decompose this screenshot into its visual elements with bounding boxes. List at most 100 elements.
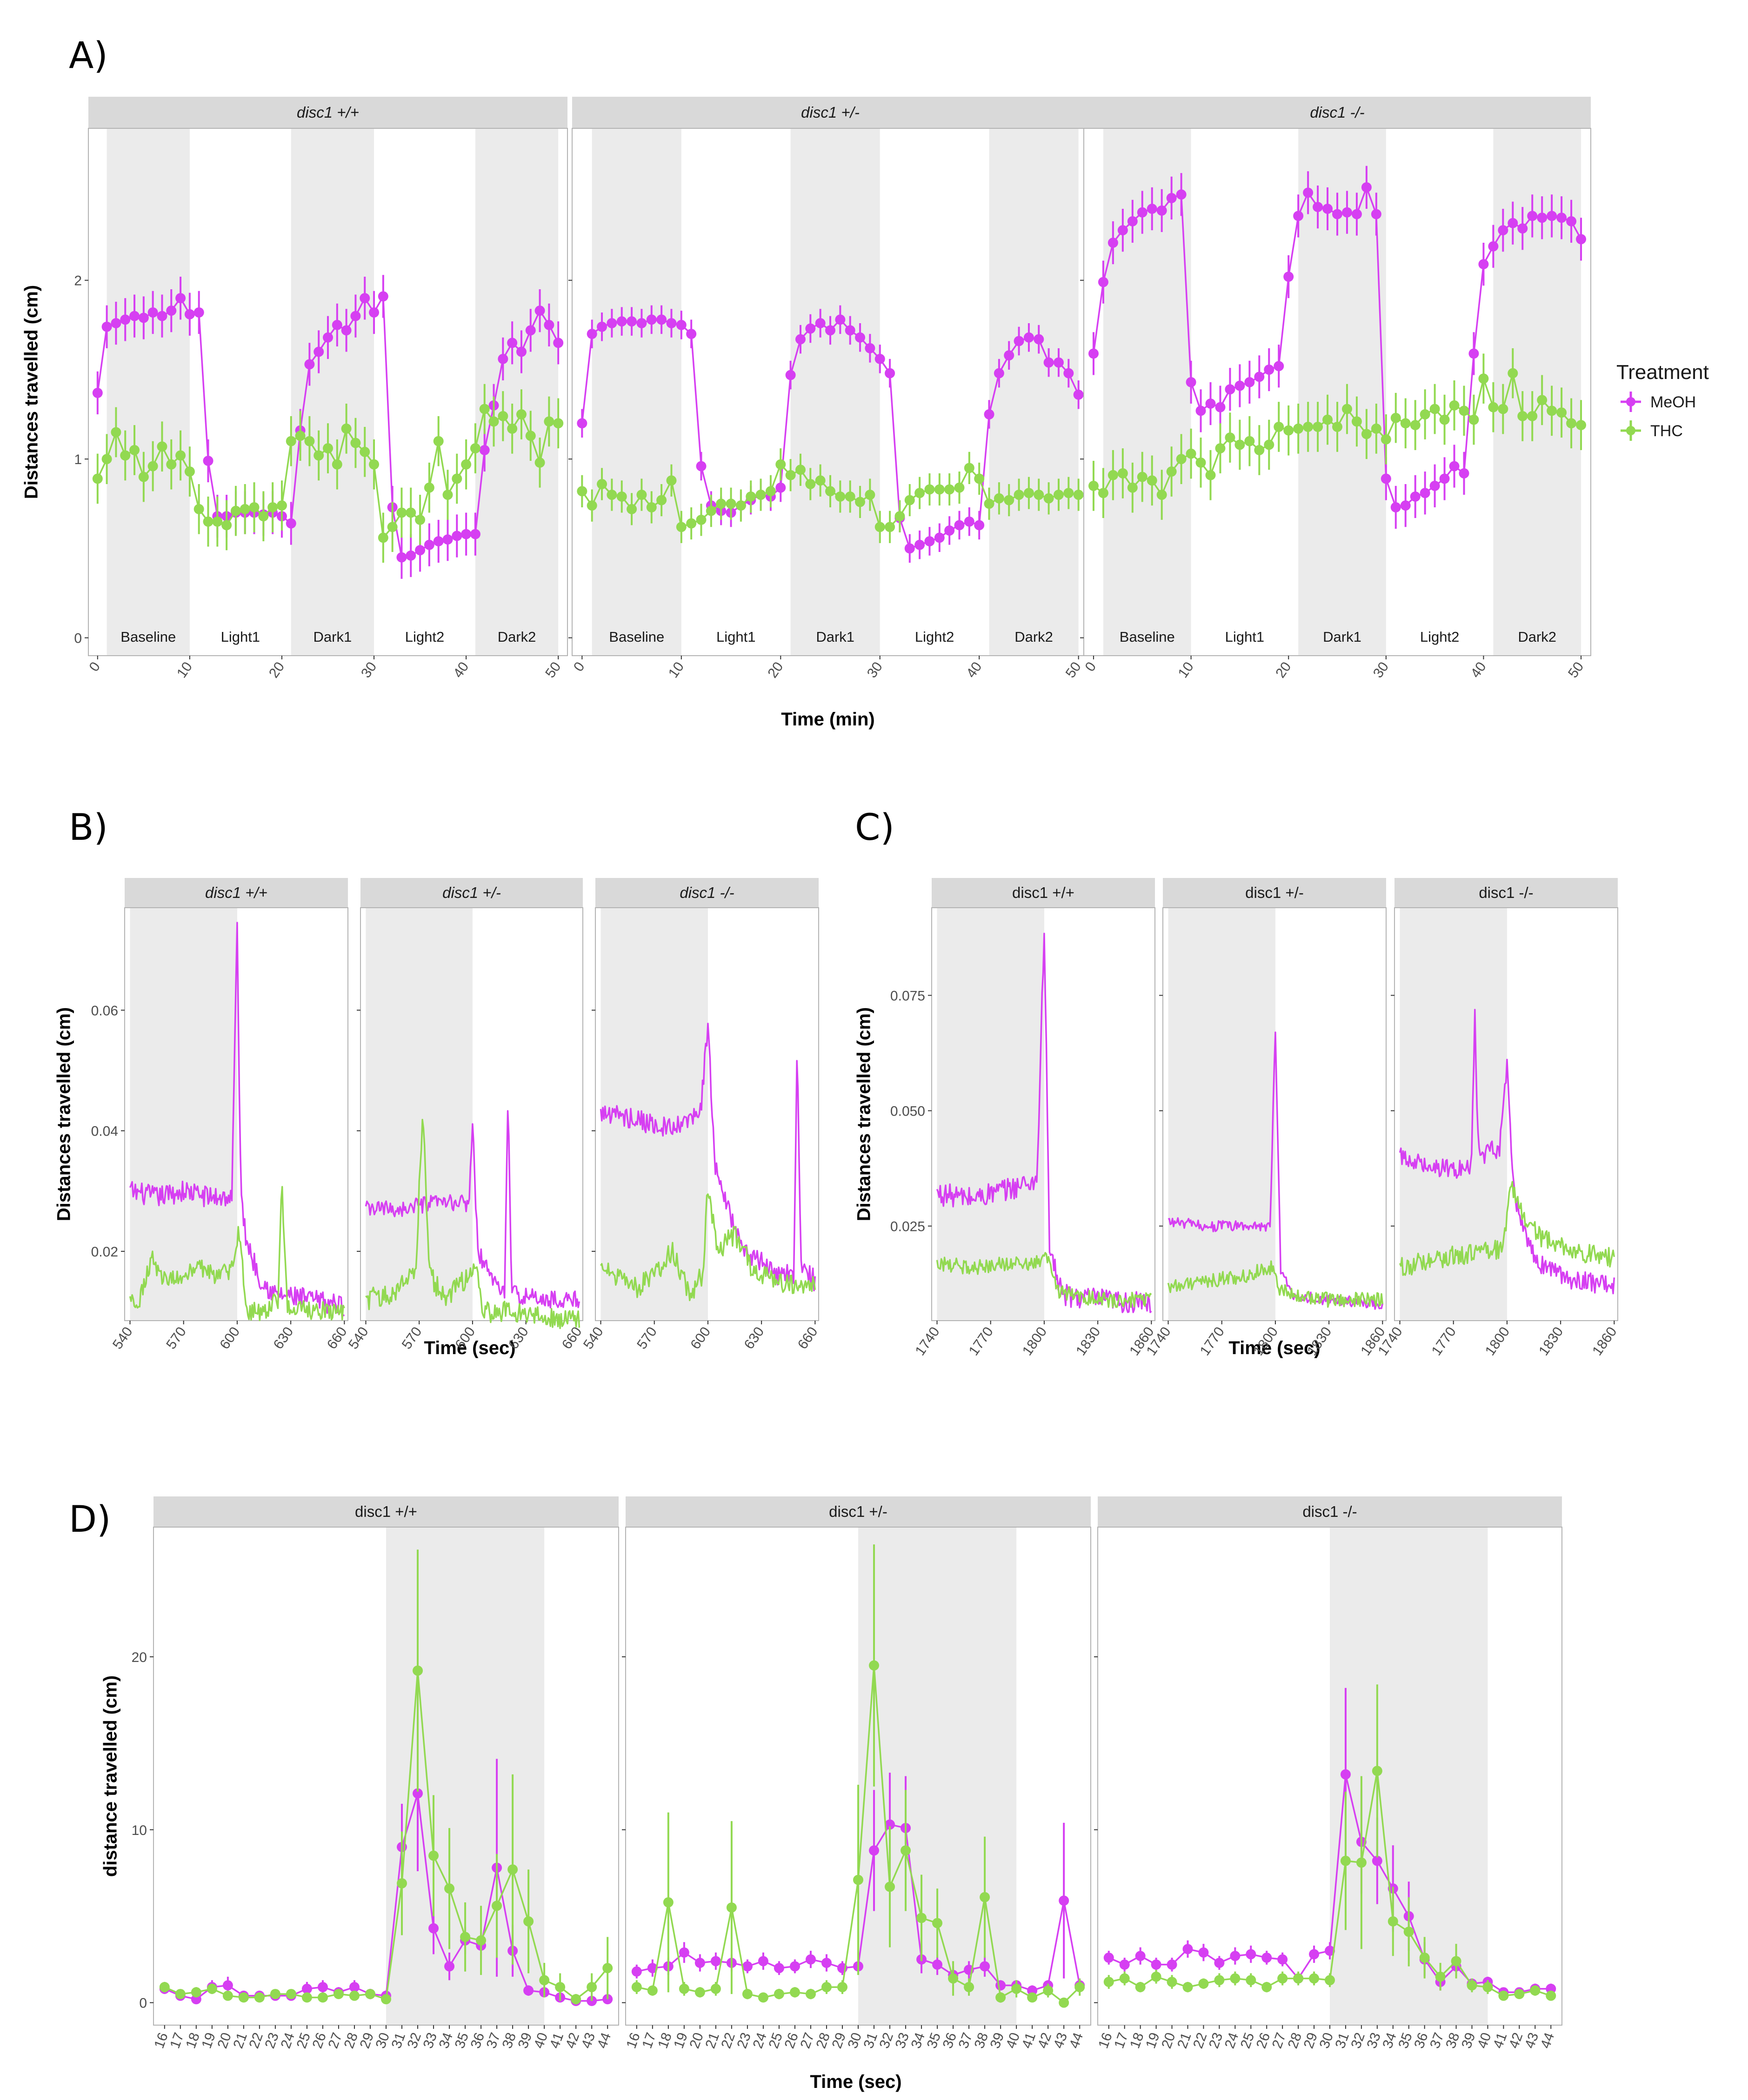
series-meoh [129, 922, 345, 1316]
data-point [254, 1992, 265, 2003]
x-tick-label: 38 [1443, 2031, 1462, 2051]
data-point [1372, 1766, 1382, 1776]
data-point [138, 312, 149, 323]
data-point [1254, 372, 1265, 382]
data-point [479, 445, 490, 455]
x-tick-label: 40 [1468, 659, 1489, 681]
data-point [1274, 421, 1284, 432]
data-point [1576, 420, 1587, 431]
facet-strip [1394, 878, 1618, 908]
data-point [323, 332, 333, 343]
data-point [304, 359, 315, 370]
trace-line [1167, 1260, 1384, 1308]
data-point [92, 387, 103, 398]
data-point [1011, 1983, 1022, 1994]
x-tick-label: 1770 [1197, 1324, 1228, 1359]
x-tick-label: 35 [924, 2031, 944, 2051]
x-tick-label: 33 [893, 2031, 912, 2051]
data-point [1400, 418, 1411, 429]
x-tick-label: 18 [655, 2031, 674, 2051]
data-point [341, 423, 352, 434]
panel-a: Distances travelled (cm) Time (min) disc1 … [21, 97, 1591, 730]
data-point [1103, 1977, 1114, 1987]
data-point [1514, 1989, 1525, 2000]
x-tick-label: 28 [814, 2031, 833, 2051]
data-point [381, 1994, 391, 2005]
data-point [479, 404, 490, 414]
data-point [914, 488, 925, 498]
data-point [360, 293, 370, 304]
phase-label: Dark1 [1323, 629, 1361, 645]
data-point [1043, 1985, 1054, 1996]
data-point [166, 306, 177, 316]
data-point [1325, 1946, 1335, 1956]
data-point [1340, 1769, 1351, 1780]
data-point [1014, 490, 1024, 500]
data-point [954, 520, 965, 531]
data-point [706, 505, 716, 516]
x-tick-label: 29 [357, 2031, 377, 2051]
x-tick-label: 1800 [1482, 1324, 1513, 1359]
data-point [845, 325, 855, 336]
data-point [1167, 1959, 1177, 1970]
data-point [1151, 1959, 1161, 1970]
x-tick-label: 16 [151, 2031, 171, 2051]
x-tick-label: 1830 [1536, 1324, 1566, 1359]
data-point [317, 1992, 328, 2003]
series-thc [1399, 1181, 1615, 1276]
data-point [1135, 1982, 1146, 1993]
x-tick-label: 50 [542, 659, 564, 681]
data-point [1073, 389, 1084, 400]
data-point [789, 1987, 800, 1998]
series-thc [129, 1186, 345, 1322]
data-point [444, 1883, 455, 1894]
y-tick-label: 0.075 [890, 989, 925, 1004]
data-point [1059, 1895, 1069, 1906]
data-point [314, 346, 324, 357]
data-point [1088, 348, 1099, 359]
data-point [835, 491, 846, 502]
x-tick-label: 23 [734, 2031, 754, 2051]
facet-1: disc1 +/+ 0.02 0.04 0.06 540 570 600 630 660 [91, 878, 350, 1352]
series-meoh [936, 932, 1152, 1313]
data-point [676, 522, 687, 532]
x-tick-label: 38 [972, 2031, 991, 2051]
data-point [1517, 223, 1528, 234]
x-tick-label: 39 [1459, 2031, 1478, 2051]
panel-label-b: B) [69, 807, 108, 849]
x-tick-label: 33 [1364, 2031, 1383, 2051]
data-point [193, 307, 204, 318]
x-tick-label: 41 [1019, 2031, 1039, 2051]
data-point [1361, 182, 1372, 193]
data-point [805, 1989, 816, 2000]
shaded-period [937, 908, 1044, 1320]
data-point [1488, 402, 1499, 412]
data-point [101, 454, 112, 465]
trace-line [600, 1193, 816, 1302]
data-point [932, 1918, 943, 1928]
data-point [301, 1992, 312, 2003]
data-point [258, 511, 269, 522]
data-point [1156, 490, 1167, 500]
data-point [755, 490, 766, 500]
data-point [679, 1983, 689, 1994]
data-point [676, 319, 687, 330]
data-point [789, 1961, 800, 1972]
data-point [924, 484, 935, 495]
phase-label: Dark1 [816, 629, 854, 645]
data-point [406, 507, 416, 518]
x-tick-label: 17 [639, 2031, 659, 2051]
data-point [865, 343, 875, 353]
series-meoh [1399, 1009, 1615, 1295]
x-tick-label: 26 [310, 2031, 329, 2051]
data-point [746, 491, 756, 502]
data-point [1108, 470, 1118, 480]
facet-strip [932, 878, 1155, 908]
x-tick-label: 18 [1127, 2031, 1147, 2051]
data-point [1246, 1949, 1256, 1960]
data-point [452, 473, 462, 484]
facet-strip [1098, 1496, 1562, 1527]
shaded-period [291, 129, 374, 655]
data-point [1449, 400, 1460, 411]
data-point [944, 484, 955, 495]
